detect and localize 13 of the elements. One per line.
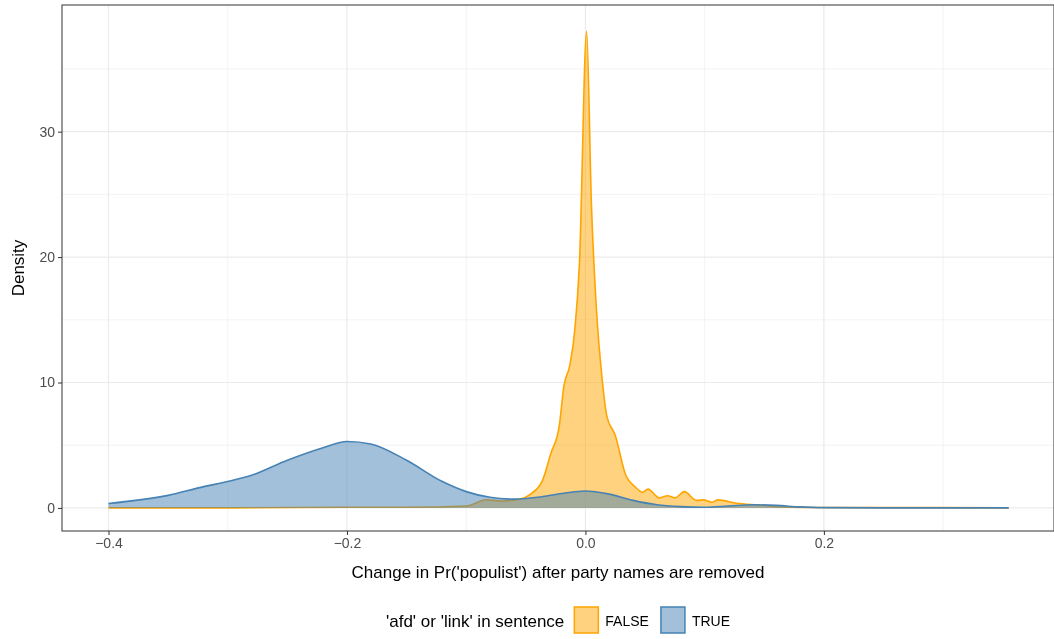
legend-label: TRUE [691, 613, 731, 629]
x-tick-label: −0.4 [95, 534, 124, 551]
legend-label: FALSE [605, 613, 649, 629]
x-tick-label: 0.2 [814, 534, 835, 551]
y-tick-label: 30 [39, 123, 56, 140]
y-tick-label: 20 [39, 249, 56, 266]
y-tick-label: 0 [47, 499, 56, 516]
x-tick-label: 0.0 [576, 534, 596, 551]
x-tick-label: −0.2 [333, 534, 362, 551]
y-tick-label: 10 [39, 374, 56, 391]
x-axis-title: Change in Pr('populist') after party names are removed [351, 563, 765, 582]
y-axis-title: Density [9, 239, 28, 297]
legend-title: 'afd' or 'link' in sentence [385, 612, 565, 631]
